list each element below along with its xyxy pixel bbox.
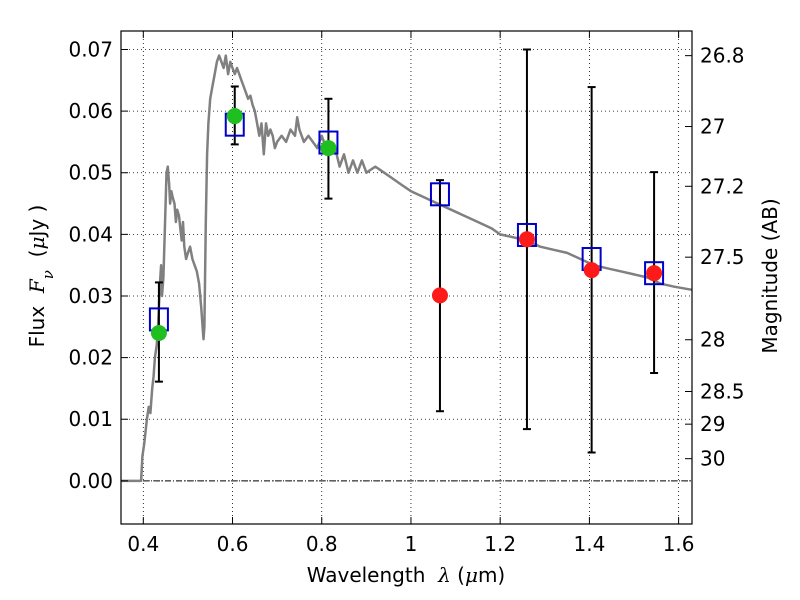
y-tick-label: 0.03 bbox=[68, 284, 113, 308]
y2-tick-label: 27 bbox=[700, 115, 725, 139]
model-sed-curve bbox=[121, 54, 693, 483]
y2-axis-label: Magnitude (AB) bbox=[758, 198, 782, 353]
observed-point bbox=[518, 231, 535, 248]
x-tick-label: 1.4 bbox=[573, 532, 605, 556]
y-axis-mu: μ bbox=[25, 237, 49, 250]
y2-tick-label: 26.8 bbox=[700, 44, 745, 68]
x-axis-mu: μ bbox=[465, 563, 478, 587]
y-axis-F: F bbox=[25, 278, 49, 294]
y2-tick-label: 27.5 bbox=[700, 245, 745, 269]
x-axis-unit-rest: m) bbox=[478, 563, 505, 587]
x-axis-paren-open: ( bbox=[451, 563, 465, 587]
y-axis-nu: ν bbox=[39, 270, 57, 279]
x-axis-label: Wavelength λ (μm) bbox=[307, 563, 506, 587]
y-tick-label: 0.02 bbox=[68, 346, 113, 370]
y-tick-label: 0.05 bbox=[68, 161, 113, 185]
observed-point bbox=[583, 262, 600, 279]
plot-frame bbox=[120, 30, 693, 525]
x-tick-label: 0.6 bbox=[217, 532, 249, 556]
observed-point bbox=[226, 108, 243, 125]
x-axis-label-text: Wavelength bbox=[307, 563, 438, 587]
y-axis-unit-rest: Jy ) bbox=[25, 205, 49, 239]
observed-point bbox=[150, 324, 167, 341]
y-tick-label: 0.01 bbox=[68, 407, 113, 431]
y2-tick-label: 28.5 bbox=[700, 380, 745, 404]
y2-tick-label: 30 bbox=[700, 447, 725, 471]
x-tick-label: 0.4 bbox=[127, 532, 159, 556]
y-tick-label: 0.07 bbox=[68, 37, 113, 61]
observed-point bbox=[431, 287, 448, 304]
x-tick-label: 1.2 bbox=[484, 532, 516, 556]
x-tick-label: 1.6 bbox=[663, 532, 695, 556]
y2-tick-label: 29 bbox=[700, 412, 725, 436]
y-axis-label-text: Flux bbox=[25, 293, 49, 347]
x-tick-label: 0.8 bbox=[306, 532, 338, 556]
observed-point bbox=[320, 140, 337, 157]
model-sed-group bbox=[121, 54, 693, 483]
y-axis-label: Flux Fν (μJy ) bbox=[25, 205, 57, 348]
y2-tick-label: 27.2 bbox=[700, 174, 745, 198]
observed-points-group bbox=[150, 108, 663, 341]
y-tick-label: 0.04 bbox=[68, 222, 113, 246]
x-tick-label: 1 bbox=[405, 532, 418, 556]
y-axis-paren-open: ( bbox=[25, 250, 49, 271]
y2-tick-label: 28 bbox=[700, 328, 725, 352]
x-axis-lambda: λ bbox=[437, 563, 451, 587]
axis-ticks bbox=[121, 31, 692, 524]
model-photometry-group bbox=[148, 112, 665, 332]
tick-labels: 0.4 0.6 0.8 1 1.2 1.4 1.6 0.00 0.01 0.02 0.03 0.04 0… bbox=[68, 37, 744, 556]
observed-point bbox=[646, 265, 663, 282]
model-photometry-square bbox=[429, 182, 450, 207]
grid-lines bbox=[121, 31, 692, 524]
model-photometry-square bbox=[644, 261, 665, 286]
y-tick-label: 0.00 bbox=[68, 469, 113, 493]
y-tick-label: 0.06 bbox=[68, 99, 113, 123]
